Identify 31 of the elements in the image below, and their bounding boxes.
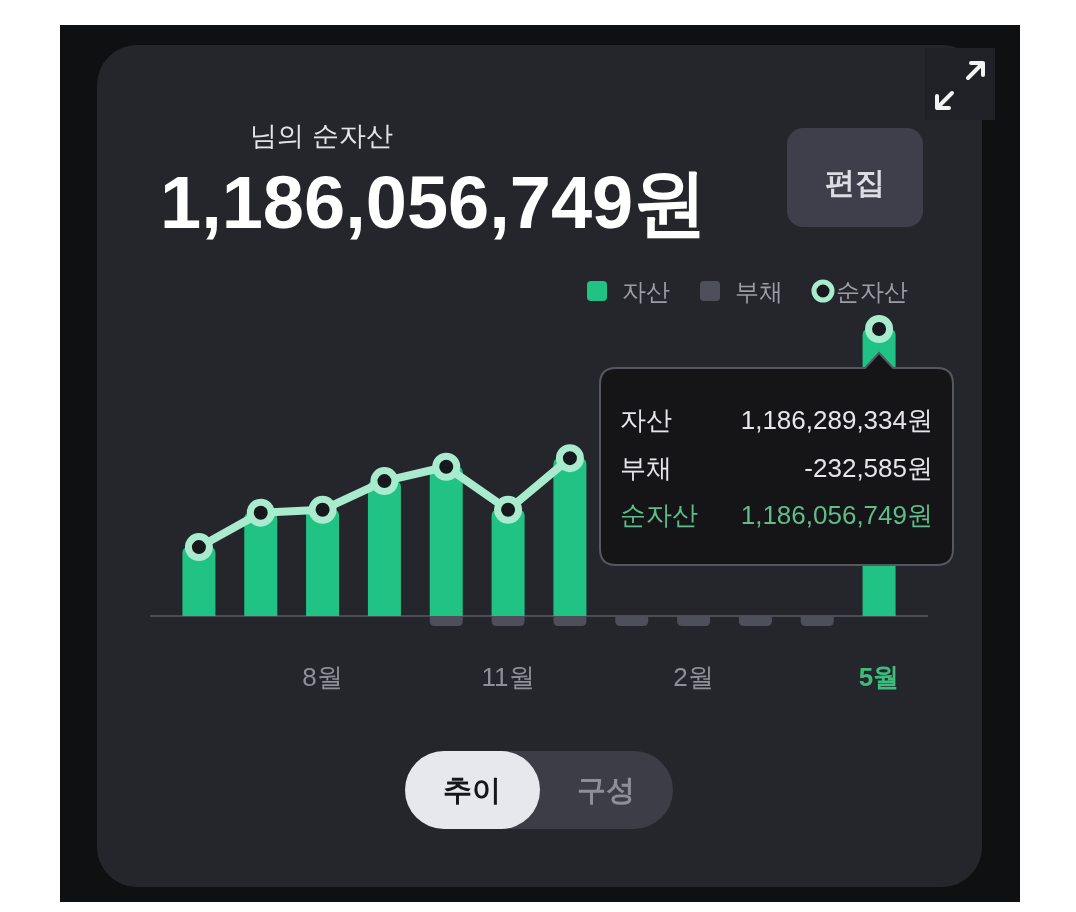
text: 편집 [825, 166, 885, 199]
legend-label: 자산 [622, 278, 670, 305]
point [555, 444, 584, 473]
x-tick-label: 11월 [481, 662, 535, 692]
chart-title: 님의 순자산 [250, 121, 393, 151]
annotation: 부채 [620, 453, 672, 483]
legend-label: 순자산 [836, 278, 908, 305]
annotation: 자산 [620, 405, 672, 435]
bar [429, 466, 463, 616]
annotation: 순자산 [620, 500, 698, 530]
point [308, 495, 337, 524]
text: 추이 [443, 774, 501, 806]
text: 구성 [577, 774, 635, 806]
annotation: 1,186,056,749원 [740, 500, 933, 530]
bar [491, 509, 525, 616]
x-tick-label: 8월 [302, 662, 343, 692]
legend-label: 부채 [735, 278, 783, 305]
point [494, 495, 523, 524]
bar [306, 509, 340, 616]
annotation: -232,585원 [804, 453, 933, 483]
x-tick-label: 2월 [673, 662, 714, 692]
x-tick-label: 5월 [858, 662, 900, 692]
point [432, 452, 461, 481]
annotation: 1,186,289,334원 [740, 405, 933, 435]
point [865, 315, 894, 343]
chart-subtitle: 1,186,056,749원 [160, 161, 708, 244]
point [246, 498, 275, 527]
bar [553, 458, 587, 616]
point [370, 467, 399, 496]
point [184, 533, 213, 562]
bar [367, 481, 401, 616]
